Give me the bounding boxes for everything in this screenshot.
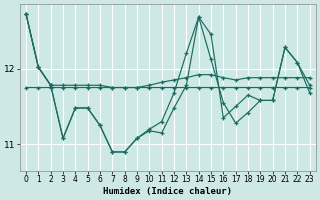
X-axis label: Humidex (Indice chaleur): Humidex (Indice chaleur): [103, 187, 232, 196]
